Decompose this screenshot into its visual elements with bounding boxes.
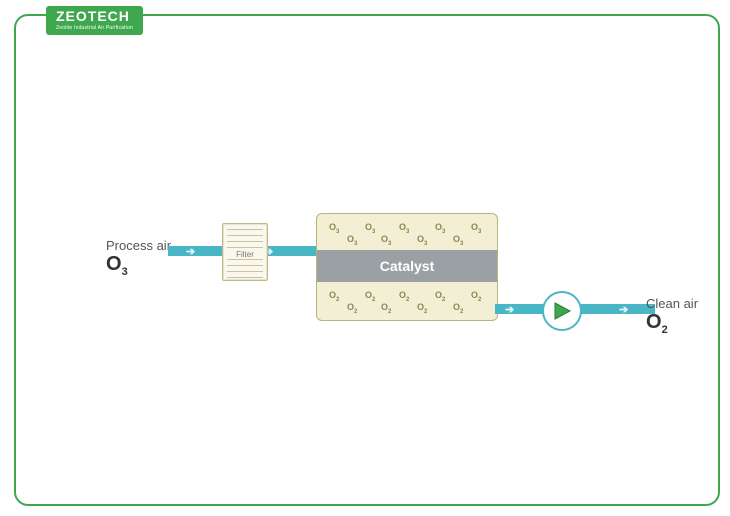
catalyst-band: Catalyst — [317, 250, 497, 282]
molecule-label: O2 — [381, 302, 391, 315]
pump-icon — [542, 291, 582, 331]
inlet-text: Process air — [106, 238, 171, 253]
molecule-label: O2 — [417, 302, 427, 315]
filter-hatch — [227, 241, 263, 242]
filter-hatch — [227, 265, 263, 266]
filter-box: Filter — [222, 223, 268, 281]
filter-hatch — [227, 277, 263, 278]
molecule-label: O3 — [471, 222, 481, 235]
filter-hatch — [227, 235, 263, 236]
catalyst-reactor: Catalyst O3 O3 O3 O3 O3 O3 O3 O3 O3 O2 O2 O2 O2 O2 O2 O… — [316, 213, 498, 321]
filter-hatch — [227, 259, 263, 260]
filter-label: Filter — [233, 250, 257, 259]
molecule-label: O2 — [365, 290, 375, 303]
filter-hatch — [227, 271, 263, 272]
molecule-label: O2 — [471, 290, 481, 303]
inlet-formula: O3 — [106, 253, 128, 275]
molecule-label: O3 — [347, 234, 357, 247]
inlet-label: Process air O3 — [106, 239, 171, 278]
molecule-label: O2 — [435, 290, 445, 303]
molecule-label: O3 — [453, 234, 463, 247]
filter-hatch — [227, 229, 263, 230]
flow-arrow-icon: ➔ — [619, 303, 628, 316]
filter-hatch — [227, 247, 263, 248]
molecule-label: O3 — [417, 234, 427, 247]
molecule-label: O3 — [399, 222, 409, 235]
molecule-label: O2 — [329, 290, 339, 303]
molecule-label: O3 — [329, 222, 339, 235]
flow-arrow-icon: ➔ — [186, 245, 195, 258]
molecule-label: O3 — [365, 222, 375, 235]
molecule-label: O2 — [399, 290, 409, 303]
flow-arrow-icon: ➔ — [505, 303, 514, 316]
outlet-label: Clean air O2 — [646, 297, 698, 336]
molecule-label: O2 — [453, 302, 463, 315]
molecule-label: O3 — [435, 222, 445, 235]
outlet-formula: O2 — [646, 311, 668, 333]
diagram-stage: Process air O3 ➔ ➔ Filter Catalyst O3 O3 O3… — [14, 14, 716, 502]
pump-triangle-icon — [551, 300, 573, 322]
outlet-text: Clean air — [646, 296, 698, 311]
molecule-label: O2 — [347, 302, 357, 315]
molecule-label: O3 — [381, 234, 391, 247]
